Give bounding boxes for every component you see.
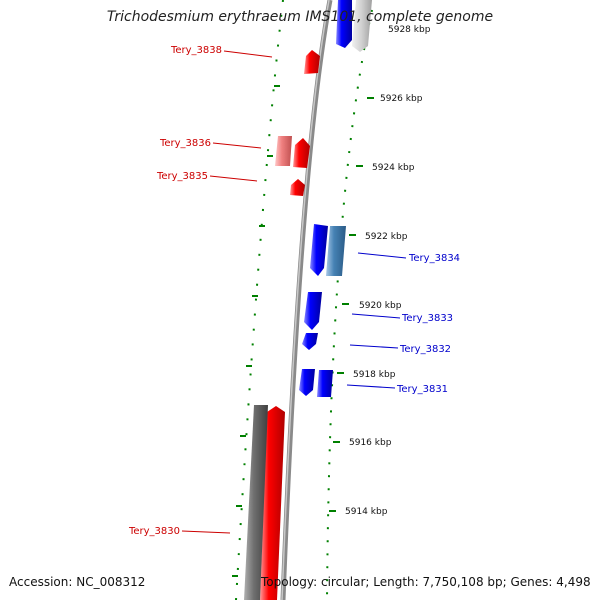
feature-top-light[interactable] <box>352 0 372 52</box>
ruler-label-5916: 5916 kbp <box>349 438 392 448</box>
ruler-label-5914: 5914 kbp <box>345 507 388 517</box>
label-tery-3832: Tery_3832 <box>399 344 451 355</box>
ruler-label-5926: 5926 kbp <box>380 94 423 104</box>
feature-tery-3836-a[interactable] <box>275 136 292 166</box>
feature-labels: Tery_3838 Tery_3836 Tery_3835 Tery_3830 … <box>128 45 460 537</box>
label-tery-3835: Tery_3835 <box>156 171 208 182</box>
accession-label: Accession: NC_008312 <box>9 575 146 589</box>
label-leader-lines <box>181 50 407 534</box>
feature-tery-3834-b[interactable] <box>326 226 346 276</box>
inner-track-dashes <box>232 85 280 577</box>
feature-gray-long[interactable] <box>244 405 268 600</box>
feature-tery-3833[interactable] <box>304 292 322 330</box>
feature-top-reverse[interactable] <box>336 0 352 48</box>
ruler-label-5924: 5924 kbp <box>372 163 415 173</box>
feature-tery-3831-a[interactable] <box>299 369 315 396</box>
label-tery-3838: Tery_3838 <box>170 45 222 56</box>
label-tery-3830: Tery_3830 <box>128 526 180 537</box>
genome-backbone <box>280 0 333 600</box>
label-tery-3834: Tery_3834 <box>408 253 460 264</box>
ruler-label-5922: 5922 kbp <box>365 232 408 242</box>
feature-tery-3831-b[interactable] <box>317 370 333 397</box>
inner-tick-track <box>235 0 284 600</box>
genome-backbone-highlight <box>281 0 330 600</box>
feature-tery-3832[interactable] <box>302 333 318 350</box>
feature-tery-3835[interactable] <box>290 179 305 196</box>
label-tery-3836: Tery_3836 <box>159 138 211 149</box>
feature-tery-3834-a[interactable] <box>310 224 328 276</box>
ruler-label-5920: 5920 kbp <box>359 301 402 311</box>
feature-tery-3838[interactable] <box>304 50 320 74</box>
label-tery-3831: Tery_3831 <box>396 384 448 395</box>
feature-tery-3830[interactable] <box>260 406 285 600</box>
ruler-label-5928: 5928 kbp <box>388 25 431 35</box>
feature-tery-3836-b[interactable] <box>293 138 310 168</box>
map-title: Trichodesmium erythraeum IMS101, complet… <box>106 9 494 25</box>
ruler-labels: 5928 kbp 5926 kbp 5924 kbp 5922 kbp 5920… <box>345 25 431 517</box>
genome-stats-label: Topology: circular; Length: 7,750,108 bp… <box>261 575 591 589</box>
label-tery-3833: Tery_3833 <box>401 313 453 324</box>
ruler-label-5918: 5918 kbp <box>353 370 396 380</box>
